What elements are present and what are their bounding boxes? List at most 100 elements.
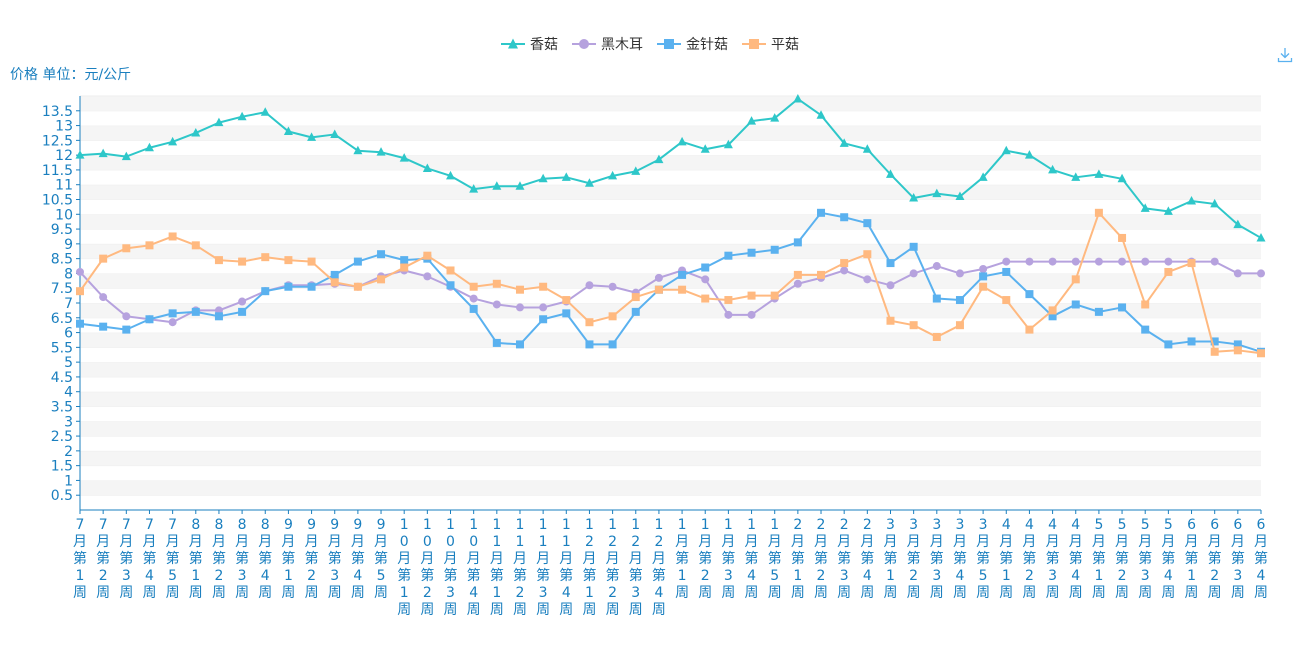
download-icon[interactable] (1276, 46, 1294, 64)
data-point (1233, 269, 1242, 278)
data-point (700, 144, 710, 153)
x-tick-label: 2 月第 2 周 (814, 517, 828, 601)
x-tick-label: 3 月第 1 周 (883, 517, 897, 601)
data-point (122, 244, 131, 253)
data-point (1002, 267, 1011, 276)
data-point (284, 281, 293, 290)
y-tick-label: 1.5 (51, 459, 73, 475)
data-point (75, 150, 85, 159)
y-tick-label: 6.5 (51, 311, 73, 327)
data-point (446, 170, 456, 180)
legend-item[interactable]: 香菇 (501, 34, 558, 54)
data-point (678, 266, 687, 275)
data-point (863, 275, 872, 284)
y-tick-label: 9 (64, 237, 73, 253)
data-point (330, 129, 340, 138)
y-tick-label: 12.5 (42, 133, 73, 149)
data-point (886, 281, 895, 290)
x-tick-label: 9 月第 5 周 (374, 517, 388, 601)
grid-band (80, 480, 1261, 496)
grid-band (80, 229, 1261, 244)
data-point (932, 294, 941, 303)
data-point (492, 181, 502, 190)
data-point (1257, 269, 1265, 278)
data-point (817, 273, 826, 282)
data-point (214, 306, 223, 315)
data-point (260, 107, 270, 116)
data-point (677, 136, 687, 146)
grid-band (80, 243, 1261, 259)
data-point (886, 259, 895, 268)
data-point (1187, 195, 1197, 205)
x-tick-label: 1 0 月第 2 周 (420, 517, 434, 618)
data-point (145, 315, 154, 324)
series-3 (76, 208, 1265, 356)
x-tick-label: 8 月第 1 周 (189, 517, 203, 601)
x-tick-label: 2 月第 4 周 (860, 517, 874, 601)
data-point (515, 340, 524, 349)
data-point (1187, 257, 1196, 266)
data-point (909, 269, 918, 278)
data-point (1164, 267, 1173, 276)
data-point (562, 296, 571, 305)
data-point (979, 272, 988, 281)
y-tick-label: 7 (64, 296, 73, 312)
y-tick-label: 3 (64, 414, 73, 430)
x-tick-label: 2 月第 1 周 (791, 517, 805, 601)
data-point (284, 256, 293, 265)
legend-item[interactable]: 平菇 (742, 34, 799, 54)
data-point (701, 275, 710, 284)
data-point (376, 147, 386, 156)
series-line (79, 97, 1262, 239)
data-point (76, 267, 84, 276)
data-point (353, 282, 362, 291)
data-point (561, 172, 571, 181)
y-tick-label: 8.5 (51, 252, 73, 268)
data-point (168, 232, 177, 241)
data-point (1187, 259, 1196, 268)
legend-label: 香菇 (530, 37, 558, 53)
legend-item[interactable]: 黑木耳 (572, 34, 643, 54)
data-point (585, 281, 594, 290)
data-point (446, 282, 455, 291)
data-point (1071, 300, 1080, 309)
data-point (191, 306, 200, 315)
y-tick-label: 6 (64, 326, 73, 342)
data-point (423, 272, 432, 281)
x-tick-label: 9 月第 1 周 (281, 517, 295, 601)
data-point (469, 294, 478, 303)
data-point (1118, 233, 1127, 242)
data-point (584, 178, 594, 187)
data-point (1048, 164, 1058, 174)
y-tick-label: 1 (64, 473, 73, 489)
data-point (955, 321, 964, 330)
legend-swatch (572, 37, 596, 51)
x-tick-label: 1 2 月第 2 周 (606, 517, 620, 618)
grid-band (80, 199, 1261, 215)
grid-band (80, 110, 1261, 126)
x-tick-label: 5 月第 4 周 (1161, 517, 1175, 601)
data-point (654, 273, 663, 282)
data-point (1094, 169, 1104, 178)
data-point (283, 126, 293, 135)
data-point (747, 291, 756, 300)
data-point (631, 166, 641, 175)
data-point (839, 138, 849, 147)
y-tick-label: 4 (64, 385, 73, 401)
series-4 (76, 208, 1265, 358)
data-point (1210, 257, 1219, 266)
data-point (168, 309, 177, 318)
x-tick-label: 9 月第 3 周 (328, 517, 342, 601)
series-line (79, 211, 1262, 353)
x-tick-label: 5 月第 3 周 (1138, 517, 1152, 601)
grid-band (80, 155, 1261, 170)
legend-item[interactable]: 金针菇 (657, 34, 728, 54)
legend-label: 黑木耳 (601, 37, 643, 53)
grid-band (80, 288, 1261, 303)
data-point (98, 148, 108, 158)
data-point (654, 154, 664, 164)
data-point (1002, 257, 1011, 266)
grid-band (80, 214, 1261, 230)
data-point (862, 144, 872, 153)
